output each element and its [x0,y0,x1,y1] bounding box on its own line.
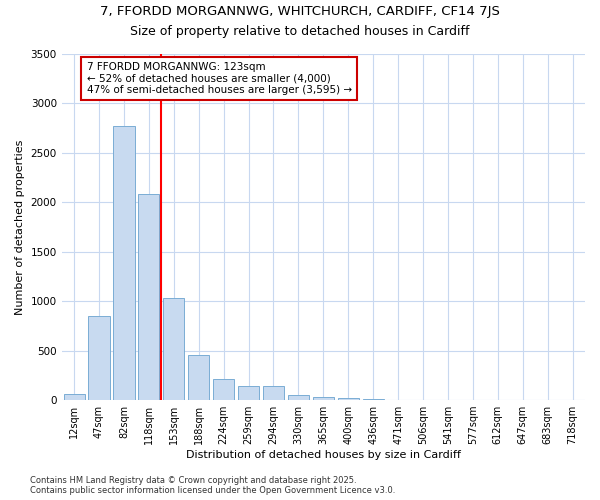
Text: 7 FFORDD MORGANNWG: 123sqm
← 52% of detached houses are smaller (4,000)
47% of s: 7 FFORDD MORGANNWG: 123sqm ← 52% of deta… [86,62,352,95]
Bar [88,316,110,400]
Bar [213,380,234,400]
Bar [313,397,334,400]
Bar [238,386,259,400]
Bar [64,394,85,400]
Bar [113,126,134,400]
X-axis label: Distribution of detached houses by size in Cardiff: Distribution of detached houses by size … [186,450,461,460]
Bar [263,386,284,400]
Bar [288,394,309,400]
Bar [188,354,209,400]
Bar [163,298,184,400]
Text: 7, FFORDD MORGANNWG, WHITCHURCH, CARDIFF, CF14 7JS: 7, FFORDD MORGANNWG, WHITCHURCH, CARDIFF… [100,5,500,18]
Bar [338,398,359,400]
Y-axis label: Number of detached properties: Number of detached properties [15,140,25,314]
Text: Contains HM Land Registry data © Crown copyright and database right 2025.
Contai: Contains HM Land Registry data © Crown c… [30,476,395,495]
Text: Size of property relative to detached houses in Cardiff: Size of property relative to detached ho… [130,25,470,38]
Bar [362,399,384,400]
Bar [138,194,160,400]
